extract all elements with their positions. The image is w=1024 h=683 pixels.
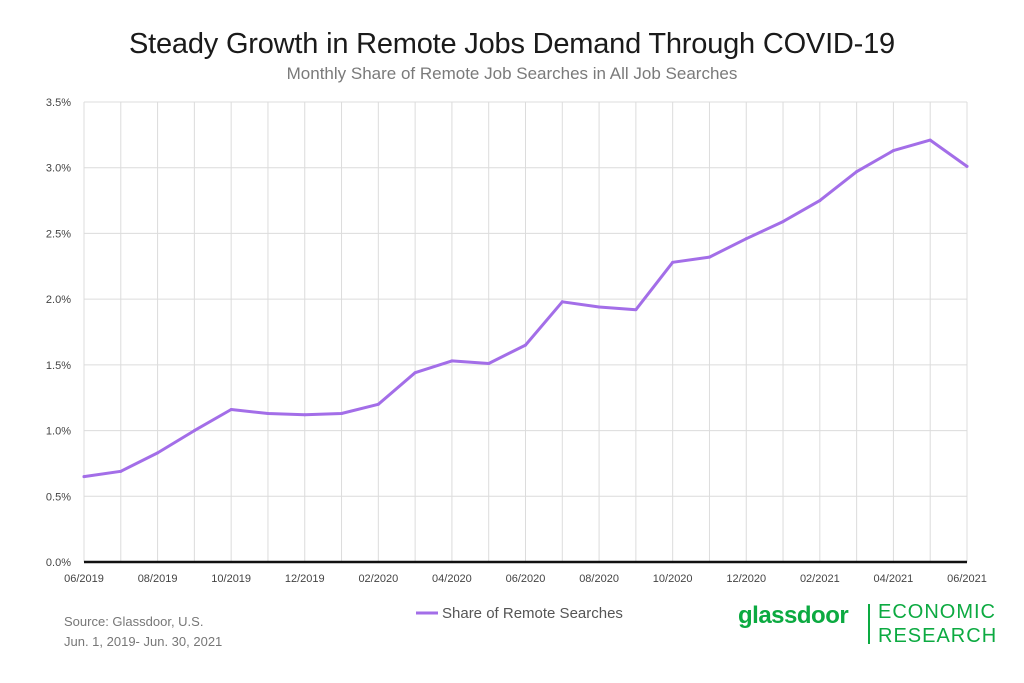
x-tick-label: 06/2020 <box>506 573 546 585</box>
y-tick-label: 0.0% <box>46 557 71 569</box>
brand-wordmark: glassdoor <box>738 602 849 629</box>
data-point <box>119 469 123 473</box>
data-point <box>965 164 969 168</box>
x-tick-label: 12/2020 <box>726 573 766 585</box>
data-point <box>82 475 86 479</box>
x-tick-label: 10/2019 <box>211 573 251 585</box>
source-line-1: Source: Glassdoor, U.S. <box>64 614 204 629</box>
y-tick-label: 2.5% <box>46 228 71 240</box>
data-point <box>450 359 454 363</box>
data-point <box>707 255 711 259</box>
data-point <box>266 411 270 415</box>
x-tick-label: 06/2021 <box>947 573 987 585</box>
x-tick-label: 10/2020 <box>653 573 693 585</box>
y-tick-label: 1.0% <box>46 426 71 438</box>
data-point <box>781 220 785 224</box>
data-point <box>597 305 601 309</box>
series-layer <box>82 138 969 479</box>
data-point <box>818 199 822 203</box>
x-axis-ticks: 06/2019 08/2019 10/2019 12/2019 02/2020 04/20… <box>64 573 987 585</box>
data-point <box>524 343 527 347</box>
x-tick-label: 08/2019 <box>138 573 178 585</box>
y-tick-label: 1.5% <box>46 360 71 372</box>
chart-title: Steady Growth in Remote Jobs Demand Thro… <box>129 28 895 60</box>
data-point <box>855 170 859 174</box>
brand-division-line-2: RESEARCH <box>878 625 998 647</box>
x-tick-label: 02/2021 <box>800 573 840 585</box>
y-tick-label: 3.5% <box>46 97 71 109</box>
data-point <box>928 138 932 142</box>
y-tick-label: 0.5% <box>46 491 71 503</box>
data-point <box>376 402 380 406</box>
x-tick-label: 04/2020 <box>432 573 472 585</box>
x-tick-label: 04/2021 <box>874 573 914 585</box>
data-point <box>229 408 233 412</box>
data-point <box>560 300 564 304</box>
data-point <box>891 149 895 153</box>
data-point <box>340 411 344 415</box>
brand-divider <box>868 604 870 644</box>
source-line-2: Jun. 1, 2019- Jun. 30, 2021 <box>64 634 223 649</box>
data-point <box>156 451 160 455</box>
y-tick-label: 3.0% <box>46 163 71 175</box>
data-point <box>671 260 675 264</box>
data-point <box>192 429 196 433</box>
x-tick-label: 02/2020 <box>358 573 398 585</box>
data-point <box>487 362 491 366</box>
y-tick-label: 2.0% <box>46 294 71 306</box>
brand-division-line-1: ECONOMIC <box>878 601 996 623</box>
y-axis-ticks: 0.0% 0.5% 1.0% 1.5% 2.0% 2.5% 3.0% 3.5% <box>46 97 71 569</box>
x-tick-label: 08/2020 <box>579 573 619 585</box>
data-point <box>303 413 307 417</box>
data-point <box>634 308 638 312</box>
grid-lines <box>83 101 968 563</box>
brand-division: ECONOMIC RESEARCH <box>878 600 998 648</box>
data-point <box>744 237 748 241</box>
x-tick-label: 06/2019 <box>64 573 104 585</box>
source-note: Source: Glassdoor, U.S. Jun. 1, 2019- Ju… <box>64 612 222 652</box>
data-point <box>413 371 417 375</box>
chart-subtitle: Monthly Share of Remote Job Searches in … <box>286 64 738 83</box>
legend: Share of Remote Searches <box>416 605 623 622</box>
legend-label: Share of Remote Searches <box>442 605 623 622</box>
x-tick-label: 12/2019 <box>285 573 325 585</box>
